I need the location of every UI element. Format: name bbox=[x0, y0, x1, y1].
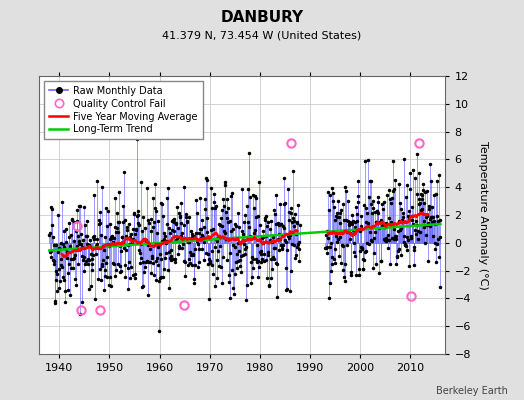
Y-axis label: Temperature Anomaly (°C): Temperature Anomaly (°C) bbox=[477, 141, 488, 289]
Legend: Raw Monthly Data, Quality Control Fail, Five Year Moving Average, Long-Term Tren: Raw Monthly Data, Quality Control Fail, … bbox=[44, 81, 203, 139]
Text: 41.379 N, 73.454 W (United States): 41.379 N, 73.454 W (United States) bbox=[162, 30, 362, 40]
Text: Berkeley Earth: Berkeley Earth bbox=[436, 386, 508, 396]
Text: DANBURY: DANBURY bbox=[221, 10, 303, 25]
